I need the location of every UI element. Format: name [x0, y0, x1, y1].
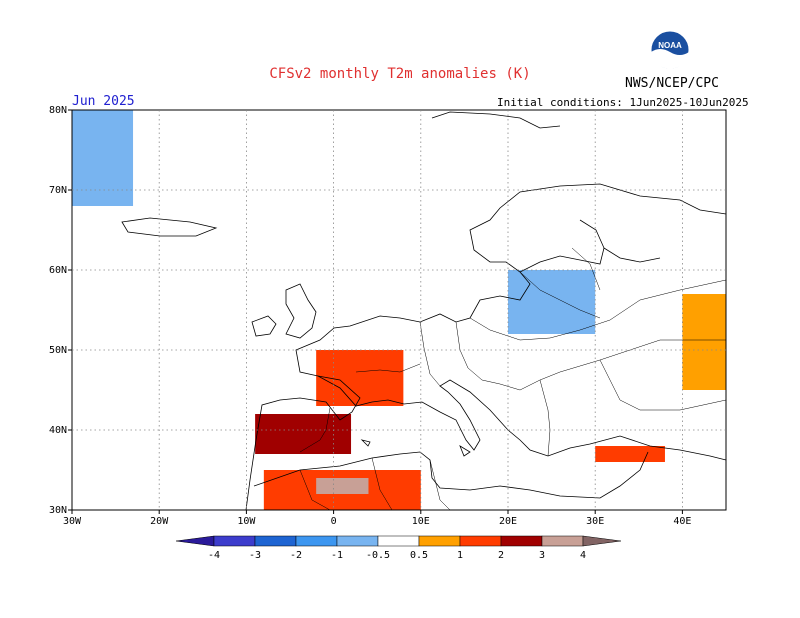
colorbar-legend: -4 -3 -2 -1 -0.5 0.5 1 2 3 4: [175, 535, 622, 561]
latitude-tick-labels: 80N 70N 60N 50N 40N 30N: [49, 105, 72, 516]
colorbar-label: 0.5: [410, 550, 428, 561]
colorbar-swatch: [254, 535, 297, 547]
agency-label: NWS/NCEP/CPC: [625, 76, 719, 91]
month-label: Jun 2025: [72, 94, 135, 109]
lat-tick-label: 80N: [49, 105, 67, 116]
lat-tick-label: 40N: [49, 425, 67, 436]
colorbar-swatch: [295, 535, 338, 547]
colorbar-label: -0.5: [366, 550, 390, 561]
colorbar-swatch: [377, 535, 420, 547]
colorbar-label: 3: [539, 550, 545, 561]
lon-tick-label: 10E: [412, 516, 430, 527]
colorbar-label: -4: [208, 550, 220, 561]
colorbar-label: 2: [498, 550, 504, 561]
colorbar-swatch: [459, 535, 502, 547]
colorbar-label: -2: [290, 550, 302, 561]
lon-tick-label: 20E: [499, 516, 517, 527]
svg-text:NOAA: NOAA: [658, 41, 682, 50]
anomaly-region-1: [255, 414, 352, 454]
colorbar-swatch: [500, 535, 543, 547]
colorbar-right-arrow: [582, 535, 622, 547]
lat-tick-label: 50N: [49, 345, 67, 356]
initial-conditions-label: Initial conditions: 1Jun2025-10Jun2025: [497, 96, 749, 109]
colorbar-left-arrow: [175, 535, 215, 547]
colorbar-swatch: [541, 535, 584, 547]
anomaly-region-7: [595, 446, 665, 462]
colorbar-label: -1: [331, 550, 343, 561]
anomaly-region-6: [682, 294, 726, 390]
anomaly-layer: [72, 110, 726, 510]
graticule: [72, 110, 726, 510]
lon-tick-label: 30W: [63, 516, 82, 527]
lon-tick-label: 20W: [150, 516, 169, 527]
lat-tick-label: 70N: [49, 185, 67, 196]
country-borders: [299, 247, 727, 511]
map-title: CFSv2 monthly T2m anomalies (K): [269, 66, 531, 82]
coastlines: [121, 111, 727, 511]
noaa-logo-icon: NOAA: [650, 30, 690, 70]
colorbar-swatch: [418, 535, 461, 547]
colorbar-swatch: [336, 535, 379, 547]
colorbar-swatch: [213, 535, 256, 547]
map-frame: [71, 109, 727, 511]
lon-tick-label: 10W: [237, 516, 256, 527]
anomaly-region-4: [316, 478, 369, 494]
lat-tick-label: 60N: [49, 265, 67, 276]
lat-tick-label: 30N: [49, 505, 67, 516]
colorbar-label: -3: [249, 550, 261, 561]
colorbar-label: 1: [457, 550, 463, 561]
lon-tick-label: 30E: [586, 516, 604, 527]
anomaly-region-5: [508, 270, 596, 334]
colorbar-label: 4: [580, 550, 586, 561]
longitude-tick-labels: 30W 20W 10W 0 10E 20E 30E 40E: [63, 510, 691, 527]
anomaly-region-0: [72, 110, 134, 206]
lon-tick-label: 40E: [673, 516, 691, 527]
lon-tick-label: 0: [331, 516, 337, 527]
